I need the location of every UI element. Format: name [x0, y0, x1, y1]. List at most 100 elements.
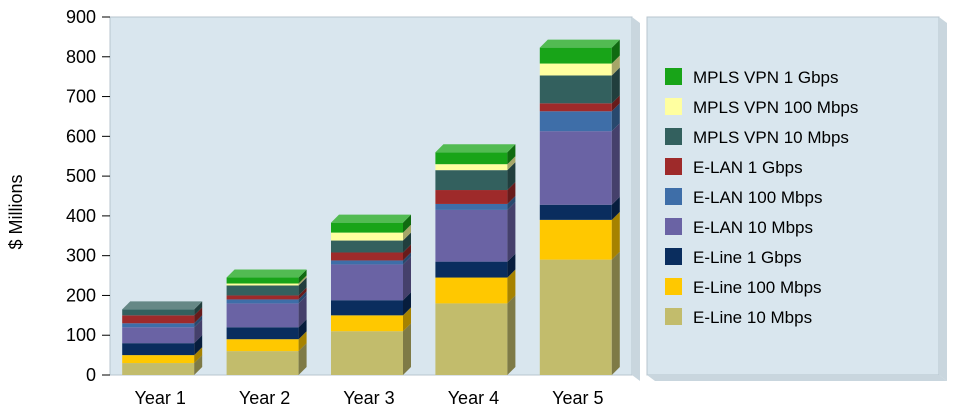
- legend-edge: [939, 17, 947, 381]
- bar-segment-side: [194, 335, 203, 356]
- bar-segment-side: [403, 323, 411, 375]
- bar-segment: [331, 300, 403, 316]
- bar-stack: [435, 144, 516, 375]
- bar-segment: [331, 315, 403, 332]
- bar-segment: [435, 190, 508, 204]
- bar-segment-side: [194, 315, 203, 328]
- bar-segment: [226, 283, 299, 286]
- bar-segment: [122, 323, 195, 328]
- bar-segment-side: [403, 307, 411, 332]
- legend-swatch: [665, 98, 682, 115]
- bar-segment: [539, 75, 612, 104]
- bar-segment-side: [507, 182, 516, 204]
- bar-segment-side: [507, 144, 516, 165]
- x-tick-label: Year 1: [135, 388, 186, 408]
- legend-edge-bottom: [647, 375, 947, 381]
- bar-segment-side: [507, 162, 516, 191]
- bar-segment: [539, 111, 612, 132]
- plot-area-edge: [632, 17, 640, 381]
- bar-stack: [331, 214, 411, 375]
- bar-top: [331, 214, 411, 223]
- bar-segment-side: [298, 295, 307, 328]
- legend-label: E-LAN 1 Gbps: [693, 158, 803, 177]
- bar-segment-side: [507, 269, 516, 304]
- legend-label: E-Line 1 Gbps: [693, 248, 802, 267]
- bar-segment: [226, 339, 299, 352]
- legend-label: MPLS VPN 100 Mbps: [693, 98, 858, 117]
- bar-segment: [435, 164, 508, 171]
- bar-segment-side: [298, 277, 307, 296]
- bar-segment: [539, 219, 612, 260]
- bar-segment-side: [298, 287, 307, 300]
- bar-segment-side: [403, 252, 411, 265]
- legend-swatch: [665, 218, 682, 235]
- bar-segment-side: [298, 331, 307, 352]
- bar-top: [539, 39, 620, 48]
- bar-top: [435, 144, 516, 153]
- legend-swatch: [665, 158, 682, 175]
- legend-label: E-LAN 10 Mbps: [693, 218, 813, 237]
- bars: [122, 39, 620, 375]
- bar-segment-side: [194, 307, 203, 324]
- bar-segment-side: [403, 214, 411, 233]
- y-axis-label: $ Millions: [6, 174, 26, 249]
- bar-segment: [122, 315, 195, 324]
- bar-segment-side: [298, 343, 307, 375]
- legend-swatch: [665, 278, 682, 295]
- bar-segment: [331, 260, 403, 265]
- bar-segment: [331, 252, 403, 261]
- bar-segment: [435, 209, 508, 262]
- legend-swatch: [665, 68, 682, 85]
- bar-segment-side: [611, 196, 620, 220]
- bar-segment: [435, 303, 508, 375]
- bar-segment: [122, 343, 195, 356]
- legend: MPLS VPN 1 Gbps MPLS VPN 100 Mbps MPLS VPN…: [646, 16, 947, 381]
- x-tick-label: Year 2: [239, 388, 290, 408]
- bar-segment: [331, 240, 403, 253]
- legend-swatch: [665, 308, 682, 325]
- legend-label: MPLS VPN 10 Mbps: [693, 128, 849, 147]
- bar-segment-side: [507, 156, 516, 171]
- y-tick-label: 0: [86, 365, 96, 385]
- x-tick-label: Year 5: [552, 388, 603, 408]
- bar-segment: [331, 222, 403, 233]
- bar-segment-side: [507, 295, 516, 375]
- bar-segment-side: [298, 291, 307, 304]
- bar-segment: [539, 103, 612, 112]
- y-tick-label: 800: [66, 47, 96, 67]
- bar-segment: [226, 285, 299, 296]
- bar-segment: [226, 327, 299, 340]
- bar-stack: [539, 39, 620, 375]
- bar-segment-side: [194, 347, 203, 364]
- bar-segment: [435, 203, 508, 210]
- y-tick-label: 900: [66, 7, 96, 27]
- bar-segment-side: [507, 195, 516, 210]
- bar-segment: [226, 351, 299, 375]
- bar-segment-side: [611, 251, 620, 375]
- y-tick-label: 100: [66, 325, 96, 345]
- legend-swatch: [665, 128, 682, 145]
- bar-segment-side: [611, 55, 620, 76]
- bar-segment-side: [403, 232, 411, 253]
- legend-swatch: [665, 248, 682, 265]
- bar-segment-side: [611, 211, 620, 260]
- bar-segment-side: [611, 123, 620, 205]
- y-tick-label: 600: [66, 126, 96, 146]
- legend-label: E-Line 10 Mbps: [693, 308, 812, 327]
- bar-segment-side: [298, 269, 307, 284]
- bar-segment: [331, 264, 403, 301]
- bar-top: [226, 269, 307, 278]
- bar-segment: [435, 170, 508, 191]
- bar-segment-side: [298, 319, 307, 340]
- bar-segment: [122, 355, 195, 364]
- bar-segment: [226, 303, 299, 328]
- y-tick-label: 500: [66, 166, 96, 186]
- bar-segment: [122, 363, 195, 375]
- bar-segment: [539, 47, 612, 64]
- x-tick-label: Year 3: [343, 388, 394, 408]
- x-tick-label: Year 4: [448, 388, 499, 408]
- bar-segment-side: [403, 256, 411, 301]
- bar-segment-side: [611, 103, 620, 132]
- bar-segment-side: [194, 355, 203, 375]
- bar-stack: [226, 269, 307, 375]
